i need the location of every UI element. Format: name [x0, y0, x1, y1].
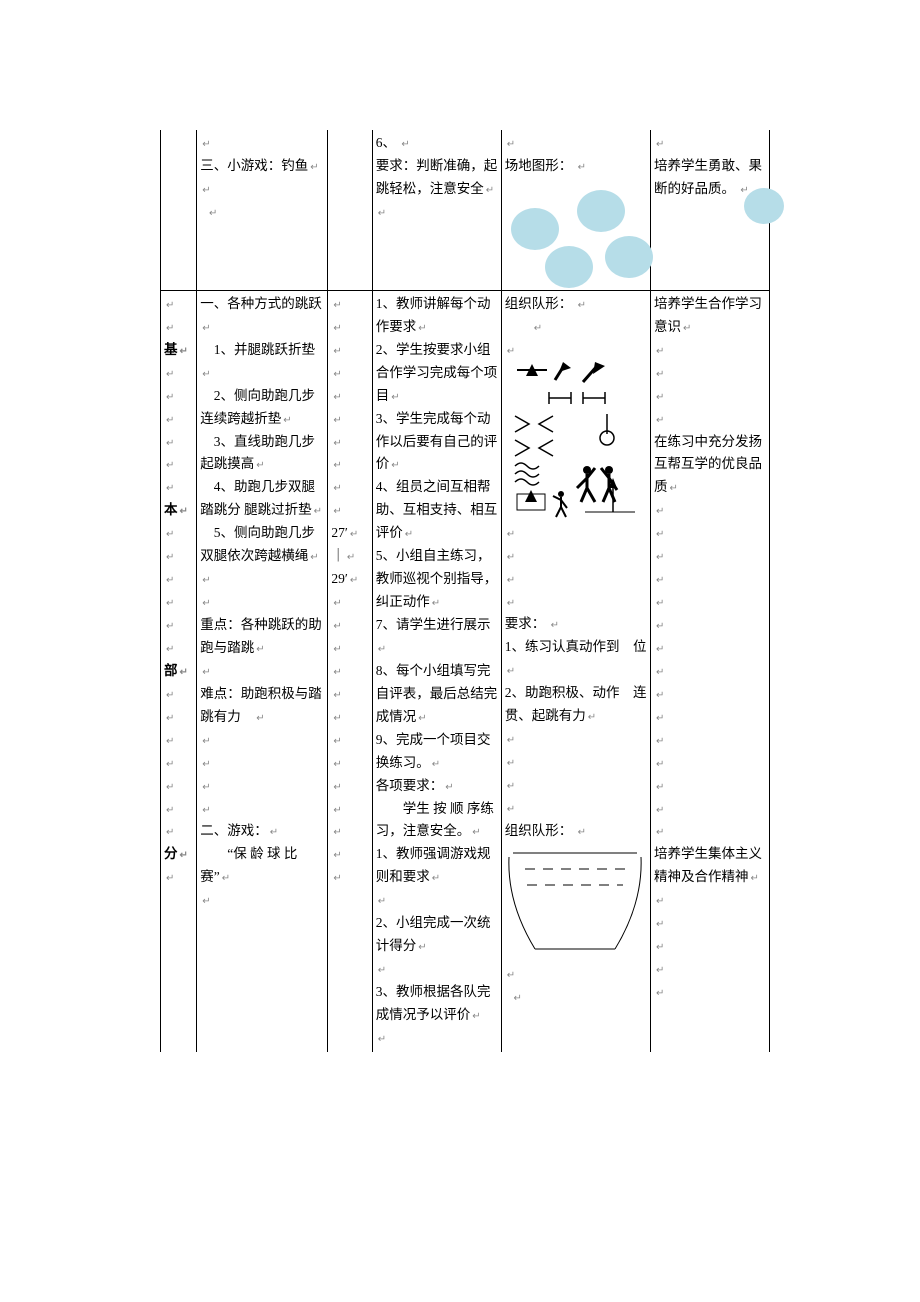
page: ↵ 三、小游戏：钓鱼↵ ↵ ↵ 6、 ↵ 要求：判断准确，起跳轻松，注意安全↵ … [0, 0, 920, 1152]
return-mark: ↵ [507, 598, 515, 609]
formation-diagram-1 [505, 362, 647, 522]
cell-r2-c: ↵↵↵↵↵↵↵↵↵↵27′↵｜↵29′↵↵↵↵↵↵↵↵↵↵↵↵↵↵ [328, 290, 372, 1051]
return-mark: ↵ [656, 139, 664, 150]
return-mark: ↵ [551, 620, 559, 631]
cell-r2-a: ↵↵基↵↵↵↵↵↵↵本↵↵↵↵↵↵↵部↵↵↵↵↵↵↵↵分↵↵ [161, 290, 197, 1051]
return-mark: ↵ [486, 185, 494, 196]
cell-r2-f: 培养学生合作学习意识↵↵↵↵↵在练习中充分发扬互帮互学的优良品质↵↵↵↵↵↵↵↵… [650, 290, 769, 1051]
formation-svg [505, 362, 645, 522]
cell-r1-e: ↵ 场地图形： ↵ [501, 130, 650, 290]
text: 组织队形： [505, 823, 573, 838]
return-mark: ↵ [578, 162, 586, 173]
return-mark: ↵ [378, 208, 386, 219]
return-mark: ↵ [202, 139, 210, 150]
text: 要求：判断准确，起跳轻松，注意安全 [376, 158, 498, 196]
circle-shape [545, 246, 593, 288]
return-mark: ↵ [507, 139, 515, 150]
circle-shape [744, 188, 784, 224]
cell-r1-f: ↵ 培养学生勇敢、果断的好品质。 ↵ [650, 130, 769, 290]
return-mark: ↵ [507, 804, 515, 815]
requirements-list: 1、练习认真动作到 位↵2、助跑积极、动作 连贯、起跳有力↵↵↵↵ [505, 639, 647, 792]
cell-r1-d: 6、 ↵ 要求：判断准确，起跳轻松，注意安全↵ ↵ [372, 130, 501, 290]
text: 三、小游戏：钓鱼 [200, 158, 308, 173]
return-mark: ↵ [202, 185, 210, 196]
text-block: 培养学生合作学习意识↵↵↵↵↵在练习中充分发扬互帮互学的优良品质↵↵↵↵↵↵↵↵… [654, 296, 762, 839]
return-mark: ↵ [401, 139, 409, 150]
return-mark: ↵ [514, 993, 522, 1004]
cell-r2-e: 组织队形： ↵ ↵ ↵ [501, 290, 650, 1051]
text: 组织队形： [505, 296, 573, 311]
section-label-vertical: ↵↵基↵↵↵↵↵↵↵本↵↵↵↵↵↵↵部↵↵↵↵↵↵↵↵分↵↵ [164, 293, 193, 889]
text: 6、 [376, 135, 396, 150]
text-block: 培养学生集体主义精神及合作精神↵↵↵↵↵↵ [654, 846, 762, 999]
cell-r2-d: 1、教师讲解每个动作要求↵2、学生按要求小组合作学习完成每个项目↵3、学生完成每… [372, 290, 501, 1051]
cell-r2-b: 一、各种方式的跳跃↵ 1、并腿跳跃折垫↵ 2、侧向助跑几步连续跨越折垫↵ 3、直… [197, 290, 328, 1051]
return-mark: ↵ [507, 575, 515, 586]
formation-diagram-2 [505, 843, 647, 963]
return-mark: ↵ [507, 529, 515, 540]
field-diagram-circles [505, 178, 647, 288]
return-mark: ↵ [310, 162, 318, 173]
circle-shape [577, 190, 625, 232]
circle-shape [605, 236, 653, 278]
cell-r1-b: ↵ 三、小游戏：钓鱼↵ ↵ ↵ [197, 130, 328, 290]
return-mark: ↵ [534, 323, 542, 334]
lesson-plan-table: ↵ 三、小游戏：钓鱼↵ ↵ ↵ 6、 ↵ 要求：判断准确，起跳轻松，注意安全↵ … [160, 130, 770, 1052]
cell-r1-c [328, 130, 372, 290]
return-mark: ↵ [507, 346, 515, 357]
circle-shape [511, 208, 559, 250]
table-row: ↵↵基↵↵↵↵↵↵↵本↵↵↵↵↵↵↵部↵↵↵↵↵↵↵↵分↵↵ 一、各种方式的跳跃… [161, 290, 770, 1051]
cell-r1-a [161, 130, 197, 290]
return-mark: ↵ [507, 970, 515, 981]
bowling-lane-svg [505, 843, 645, 963]
text: 要求： [505, 616, 546, 631]
return-mark: ↵ [209, 208, 217, 219]
text: 场地图形： [505, 158, 573, 173]
table-row: ↵ 三、小游戏：钓鱼↵ ↵ ↵ 6、 ↵ 要求：判断准确，起跳轻松，注意安全↵ … [161, 130, 770, 290]
return-mark: ↵ [578, 300, 586, 311]
return-mark: ↵ [507, 552, 515, 563]
return-mark: ↵ [578, 827, 586, 838]
